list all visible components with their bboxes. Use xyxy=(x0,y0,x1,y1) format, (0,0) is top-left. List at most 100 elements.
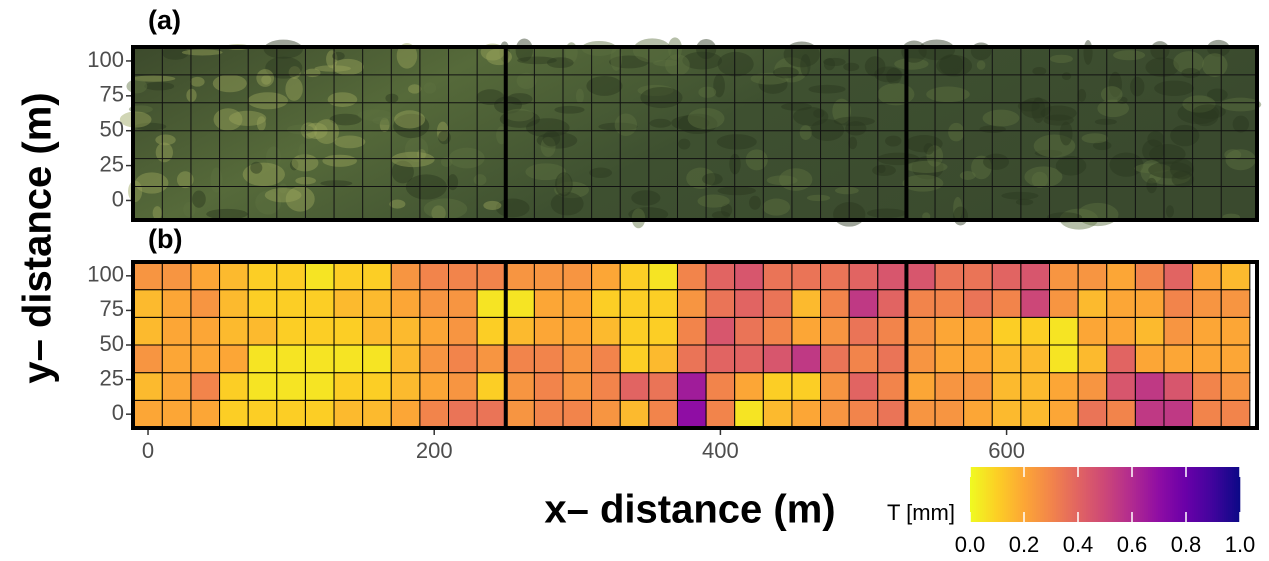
texture xyxy=(614,113,638,136)
heatmap-cell xyxy=(734,344,764,374)
heatmap-cell xyxy=(476,399,507,429)
texture xyxy=(554,105,585,114)
heatmap-cell xyxy=(591,261,621,291)
texture xyxy=(698,86,717,98)
colorbar-swatch xyxy=(1016,467,1019,522)
texture xyxy=(773,66,799,79)
heatmap-cell xyxy=(648,289,678,318)
colorbar-swatch xyxy=(1142,467,1145,522)
texture xyxy=(808,84,846,94)
texture xyxy=(1043,114,1074,126)
texture xyxy=(152,206,162,220)
heatmap-cell xyxy=(676,316,707,346)
colorbar-swatch xyxy=(1128,467,1131,522)
heatmap-cell xyxy=(934,344,965,374)
texture xyxy=(396,43,418,69)
texture xyxy=(546,57,574,69)
panel-frame xyxy=(131,45,1259,222)
colorbar-swatch xyxy=(1106,467,1109,522)
heatmap-cell xyxy=(219,399,249,429)
colorbar-swatch xyxy=(1202,467,1205,522)
heatmap-cell xyxy=(362,372,392,401)
heatmap-cell xyxy=(848,261,879,291)
texture xyxy=(385,93,399,103)
colorbar-swatch xyxy=(1170,467,1173,522)
texture xyxy=(1055,156,1087,176)
texture xyxy=(1108,71,1122,98)
texture xyxy=(866,208,907,218)
texture xyxy=(135,172,169,194)
heatmap-cell xyxy=(390,289,421,318)
texture xyxy=(326,50,338,69)
texture xyxy=(1169,158,1195,180)
heatmap-cell xyxy=(905,261,936,291)
texture xyxy=(640,86,683,109)
heatmap-cell xyxy=(619,344,650,374)
texture xyxy=(431,205,446,221)
texture xyxy=(781,102,812,111)
heatmap-cell xyxy=(1106,261,1136,291)
texture xyxy=(610,46,623,71)
colorbar-tick-label: 0.0 xyxy=(955,532,986,557)
y-tick-label: 0 xyxy=(112,186,124,211)
heatmap-cell xyxy=(848,372,879,401)
texture xyxy=(886,67,902,85)
texture xyxy=(473,174,487,186)
heatmap-cell xyxy=(877,289,907,318)
colorbar-swatch xyxy=(1100,467,1103,522)
texture xyxy=(702,173,723,186)
heatmap-cell xyxy=(963,372,993,401)
texture xyxy=(745,149,768,171)
heatmap-cell xyxy=(362,399,392,429)
heatmap-cell xyxy=(963,344,993,374)
colorbar-swatch xyxy=(1196,467,1199,522)
colorbar-swatch xyxy=(1038,467,1041,522)
heatmap-cell xyxy=(419,289,450,318)
colorbar-swatch xyxy=(1186,467,1189,522)
colorbar-swatch xyxy=(1018,467,1021,522)
colorbar-swatch xyxy=(1174,467,1177,522)
texture xyxy=(608,55,649,69)
heatmap-cell xyxy=(190,372,221,401)
texture xyxy=(918,39,956,61)
colorbar-swatch xyxy=(1102,467,1105,522)
heatmap-cell xyxy=(562,372,593,401)
colorbar-swatch xyxy=(982,467,985,522)
heatmap-cell xyxy=(562,344,593,374)
heatmap-cell xyxy=(820,372,850,401)
panel-frame xyxy=(131,260,1259,430)
colorbar-swatch xyxy=(1218,467,1221,522)
heatmap-cell xyxy=(390,261,421,291)
heatmap-cell xyxy=(648,399,678,429)
colorbar-swatch xyxy=(1010,467,1013,522)
heatmap-cell xyxy=(562,289,593,318)
texture xyxy=(334,135,366,149)
heatmap-cell xyxy=(1049,289,1079,318)
heatmap-cell xyxy=(1163,399,1194,429)
colorbar-swatch xyxy=(1208,467,1211,522)
heatmap-cell xyxy=(648,344,678,374)
colorbar-swatch xyxy=(984,467,987,522)
heatmap-cell xyxy=(791,344,822,374)
texture xyxy=(256,116,266,131)
texture xyxy=(823,57,846,67)
heatmap-cell xyxy=(705,372,736,401)
colorbar-swatch xyxy=(1020,467,1023,522)
x-tick-label: 400 xyxy=(702,438,739,463)
texture xyxy=(1033,134,1076,158)
texture xyxy=(134,122,167,131)
texture xyxy=(717,51,754,77)
colorbar-swatch xyxy=(1096,467,1099,522)
heatmap-cell xyxy=(619,399,650,429)
colorbar-swatch xyxy=(986,467,989,522)
heatmap-cell xyxy=(419,344,450,374)
heatmap-cell xyxy=(247,289,278,318)
texture xyxy=(332,58,364,75)
texture xyxy=(936,55,973,77)
colorbar-swatch xyxy=(976,467,979,522)
colorbar-swatch xyxy=(1162,467,1165,522)
texture xyxy=(436,121,449,142)
texture xyxy=(1224,149,1242,161)
texture xyxy=(778,168,813,191)
texture xyxy=(212,74,247,93)
